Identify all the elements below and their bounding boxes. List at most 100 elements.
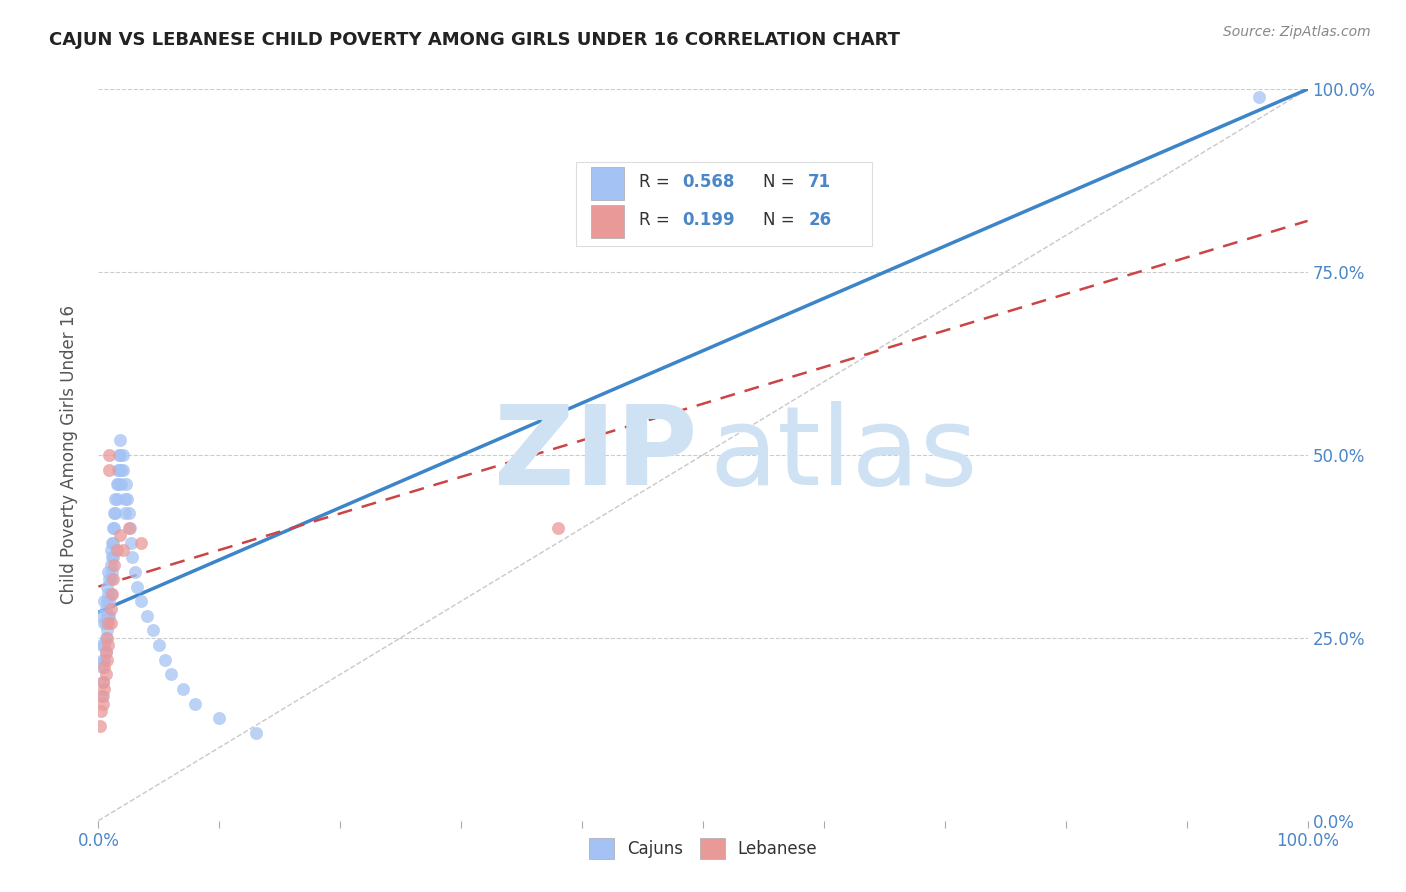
Point [91,660,114,674]
Point [100,565,122,579]
Point [94,645,117,659]
Text: ZIP: ZIP [494,401,697,508]
Y-axis label: Child Poverty Among Girls Under 16: Child Poverty Among Girls Under 16 [59,305,77,605]
Point [108,448,131,462]
Point [91,638,114,652]
Point [114,507,136,521]
Point [111,448,134,462]
Point [121,550,143,565]
Text: 0.199: 0.199 [682,211,735,228]
Point [103,521,125,535]
Point [153,653,176,667]
Point [117,491,139,506]
Point [118,521,141,535]
Point [96,594,118,608]
Text: N =: N = [763,173,800,191]
Point [108,462,131,476]
Point [100,558,122,572]
Point [100,572,122,586]
Point [107,477,129,491]
Point [111,462,134,476]
Point [97,587,120,601]
Point [93,616,115,631]
Point [100,616,122,631]
Text: 71: 71 [808,173,831,191]
Point [100,587,122,601]
Point [100,535,122,549]
Point [96,631,118,645]
Text: atlas: atlas [709,401,977,508]
Point [103,558,125,572]
Point [111,543,134,558]
Point [94,667,117,681]
Point [184,697,207,711]
Point [96,580,118,594]
Point [97,638,120,652]
Point [93,638,115,652]
Point [93,594,115,608]
Point [91,674,114,689]
Point [148,638,170,652]
Point [110,477,132,491]
Point [98,448,121,462]
Point [98,572,121,586]
Point [101,535,124,549]
Point [91,697,114,711]
Legend: Cajuns, Lebanese: Cajuns, Lebanese [581,830,825,867]
Point [89,718,111,732]
Text: N =: N = [763,211,800,228]
Text: 0.568: 0.568 [682,173,735,191]
Point [114,491,136,506]
Point [172,681,194,696]
Point [93,681,115,696]
Point [208,711,231,725]
Point [108,434,131,448]
Point [94,645,117,659]
Point [98,462,121,476]
Point [127,580,149,594]
Point [91,674,114,689]
Text: CAJUN VS LEBANESE CHILD POVERTY AMONG GIRLS UNDER 16 CORRELATION CHART: CAJUN VS LEBANESE CHILD POVERTY AMONG GI… [49,31,900,49]
Point [94,601,117,615]
Point [101,550,124,565]
Point [100,601,122,615]
Text: R =: R = [638,211,675,228]
Point [104,507,127,521]
Point [547,521,569,535]
Point [94,616,117,631]
Point [100,543,122,558]
Point [135,608,157,623]
FancyBboxPatch shape [576,162,872,246]
Point [115,477,138,491]
Point [97,565,120,579]
Point [107,462,129,476]
Point [91,653,114,667]
Point [98,594,121,608]
Point [91,690,114,704]
Point [96,624,118,638]
Point [120,535,142,549]
Point [129,594,152,608]
Bar [591,168,624,200]
Point [105,543,128,558]
Point [108,528,131,542]
Point [108,448,131,462]
Point [90,704,112,718]
Point [93,660,115,674]
Point [129,535,152,549]
Point [142,624,165,638]
Point [118,507,141,521]
Point [110,462,132,476]
Bar [591,205,624,238]
Point [93,653,115,667]
Text: R =: R = [638,173,675,191]
Point [245,726,267,740]
Point [94,631,117,645]
Point [160,667,183,681]
Point [98,608,121,623]
Point [124,565,146,579]
Point [1249,89,1271,103]
Point [100,550,122,565]
Point [104,491,127,506]
Text: 26: 26 [808,211,831,228]
